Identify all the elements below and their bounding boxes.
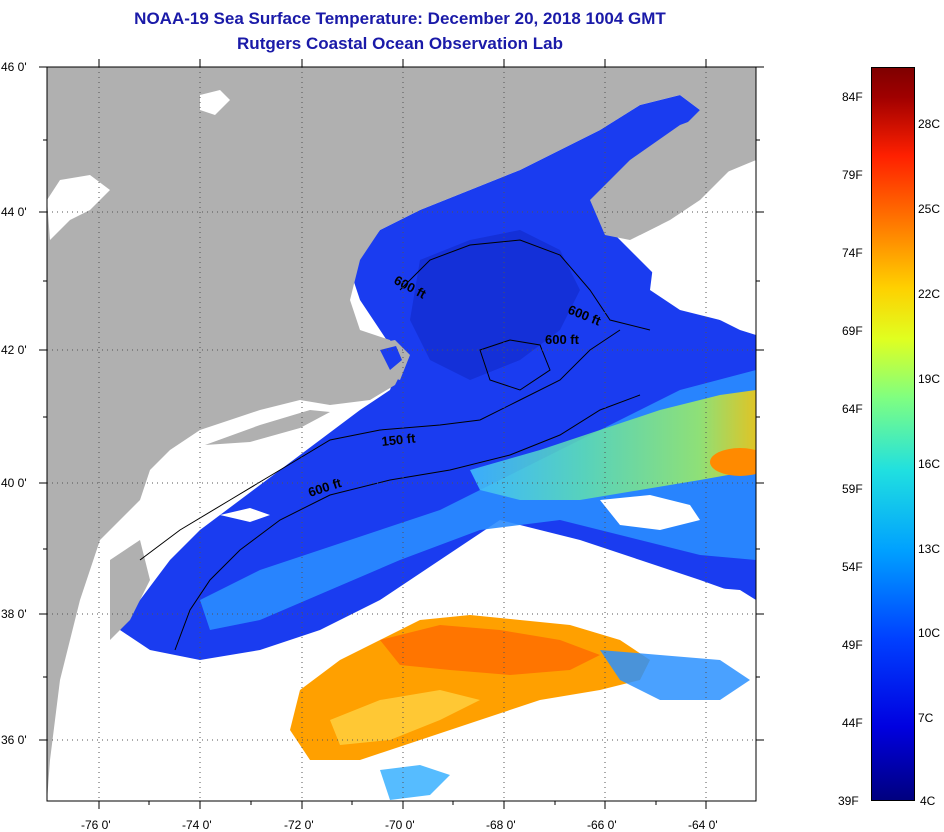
snow-white-patch — [47, 175, 110, 240]
temperature-colorbar — [871, 67, 915, 801]
southeast-blue-strip — [600, 650, 750, 700]
colorbar-f-label: 59F — [842, 482, 863, 496]
cloud-patch — [650, 230, 756, 330]
colorbar-f-label: 64F — [842, 402, 863, 416]
land-us-east-coast — [47, 67, 756, 801]
hot-core — [380, 625, 600, 675]
axis-ticks — [39, 59, 764, 809]
colorbar-f-label: 54F — [842, 560, 863, 574]
lon-label: -64 0' — [688, 818, 718, 832]
colorbar-c-label: 4C — [920, 794, 936, 808]
graticule — [47, 67, 756, 801]
snow-white-patch — [200, 90, 230, 115]
cloud-patch — [600, 495, 700, 530]
cape-cod-bay-water — [380, 346, 402, 370]
lon-label: -72 0' — [284, 818, 314, 832]
land-delmarva — [110, 540, 150, 640]
contour-label: 600 ft — [545, 332, 580, 347]
colorbar-c-label: 10C — [918, 626, 941, 640]
lat-label: 44 0' — [1, 205, 27, 219]
colorbar-f-label: 79F — [842, 168, 863, 182]
cloud-patch — [500, 570, 756, 640]
lat-label: 46 0' — [1, 60, 27, 74]
colorbar-c-label: 7C — [918, 711, 934, 725]
contour-label: 150 ft — [381, 430, 417, 449]
colorbar-c-label: 16C — [918, 457, 941, 471]
contour-georges-basin — [479, 339, 551, 391]
deep-water-region — [410, 230, 580, 380]
southern-blue-strip — [380, 765, 450, 800]
warm-eddy — [710, 448, 756, 476]
lat-label: 40 0' — [1, 476, 27, 490]
lat-label: 42 0' — [1, 343, 27, 357]
bathymetry-contours — [139, 239, 651, 651]
lon-label: -76 0' — [81, 818, 111, 832]
contour-150ft — [139, 329, 621, 561]
colorbar-c-label: 19C — [918, 372, 941, 386]
colorbar-f-label: 49F — [842, 638, 863, 652]
contour-600ft-shelf — [174, 394, 641, 651]
map-subtitle: Rutgers Coastal Ocean Observation Lab — [237, 34, 563, 53]
gulf-stream-band — [470, 390, 756, 500]
warm-filament — [330, 690, 480, 745]
map-title: NOAA-19 Sea Surface Temperature: Decembe… — [134, 9, 666, 28]
lon-label: -74 0' — [182, 818, 212, 832]
lon-label: -66 0' — [587, 818, 617, 832]
colorbar-f-label: 39F — [838, 794, 859, 808]
contour-600ft-gulf-of-maine — [399, 239, 651, 331]
lat-label: 38 0' — [1, 607, 27, 621]
colorbar-f-label: 44F — [842, 716, 863, 730]
lat-label: 36 0' — [1, 733, 27, 747]
colorbar-f-label: 84F — [842, 90, 863, 104]
map-frame — [46, 66, 757, 802]
colorbar-f-label: 74F — [842, 246, 863, 260]
land-nova-scotia — [590, 100, 756, 240]
colorbar-c-label: 22C — [918, 287, 941, 301]
colorbar-c-label: 28C — [918, 117, 941, 131]
land-long-island — [205, 410, 330, 445]
colorbar-f-label: 69F — [842, 324, 863, 338]
colorbar-c-label: 13C — [918, 542, 941, 556]
lon-label: -70 0' — [385, 818, 415, 832]
cloud-patch — [220, 508, 270, 522]
colorbar-c-label: 25C — [918, 202, 941, 216]
lon-label: -68 0' — [486, 818, 516, 832]
